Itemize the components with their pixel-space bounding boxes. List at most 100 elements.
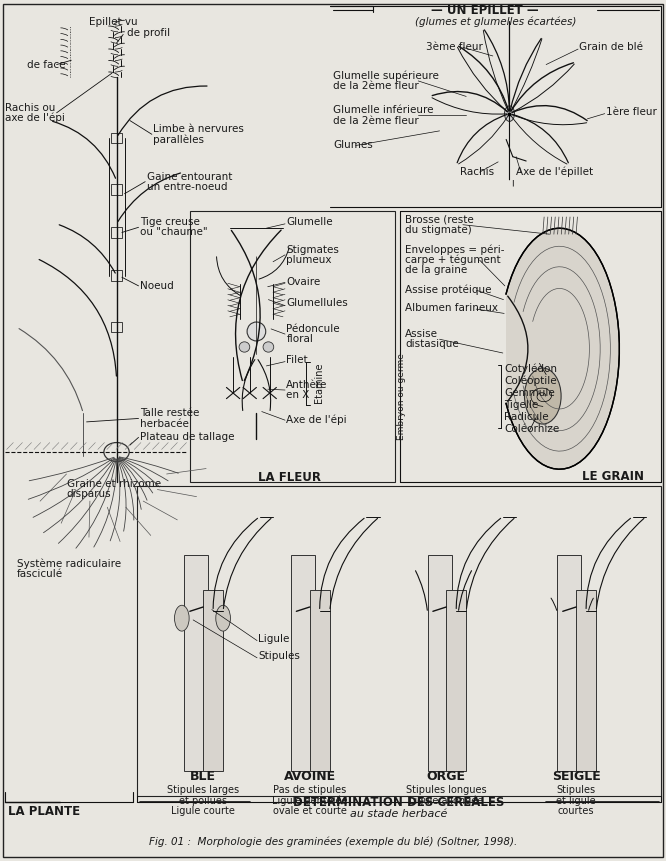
Text: en X: en X — [286, 390, 310, 400]
Ellipse shape — [174, 605, 189, 631]
Bar — [291, 555, 315, 771]
Text: AVOINE: AVOINE — [284, 770, 336, 784]
Text: Assise: Assise — [405, 329, 438, 339]
Bar — [111, 270, 122, 281]
Text: Radicule: Radicule — [504, 412, 549, 422]
Text: Rachis: Rachis — [460, 167, 494, 177]
Text: un entre-noeud: un entre-noeud — [147, 182, 227, 192]
Text: ovale et courte: ovale et courte — [273, 806, 346, 816]
Text: Ligule dentelée: Ligule dentelée — [272, 796, 348, 806]
Text: BLE: BLE — [190, 770, 216, 784]
Text: de profil: de profil — [127, 28, 170, 38]
Text: Anthère: Anthère — [286, 380, 328, 390]
Text: ORGE: ORGE — [427, 770, 466, 784]
Text: Coléoptile: Coléoptile — [504, 375, 557, 386]
Ellipse shape — [247, 322, 266, 341]
Text: Glumes: Glumes — [333, 139, 373, 150]
Text: 3ème fleur: 3ème fleur — [426, 42, 483, 53]
Text: Grain de blé: Grain de blé — [579, 42, 643, 53]
Text: Tigelle: Tigelle — [504, 400, 538, 410]
Text: et ligule: et ligule — [556, 796, 596, 806]
Bar — [428, 555, 452, 771]
Ellipse shape — [505, 106, 515, 121]
Bar — [111, 227, 122, 238]
Text: Enveloppes = péri-: Enveloppes = péri- — [405, 245, 504, 255]
Bar — [137, 486, 661, 796]
Bar — [190, 211, 395, 482]
Bar — [576, 590, 596, 771]
Text: du stigmate): du stigmate) — [405, 225, 472, 235]
Text: Stipules longues: Stipules longues — [406, 785, 487, 796]
Text: courtes: courtes — [558, 806, 594, 816]
Text: Assise protéique: Assise protéique — [405, 284, 492, 294]
Ellipse shape — [216, 605, 230, 631]
Text: axe de l'épi: axe de l'épi — [5, 113, 65, 123]
Text: Glumellules: Glumellules — [286, 298, 348, 308]
Text: 1ère fleur: 1ère fleur — [606, 107, 657, 117]
Text: Pédoncule: Pédoncule — [286, 324, 340, 334]
Text: Graine et rhizome: Graine et rhizome — [67, 479, 161, 489]
Text: au stade herbacé: au stade herbacé — [350, 808, 447, 819]
Text: Glumelle supérieure: Glumelle supérieure — [333, 71, 439, 81]
Bar — [310, 590, 330, 771]
Text: Limbe à nervures: Limbe à nervures — [153, 124, 244, 134]
Text: Plateau de tallage: Plateau de tallage — [140, 432, 234, 443]
Bar — [111, 133, 122, 143]
Text: Stigmates: Stigmates — [286, 245, 339, 255]
Text: LA FLEUR: LA FLEUR — [258, 471, 321, 485]
Text: floral: floral — [286, 334, 313, 344]
Ellipse shape — [239, 342, 250, 352]
Text: SEIGLE: SEIGLE — [551, 770, 601, 784]
PathPatch shape — [506, 228, 619, 469]
Text: Ligule: Ligule — [258, 634, 290, 644]
Text: — UN EPILLET —: — UN EPILLET — — [431, 3, 539, 17]
Ellipse shape — [263, 342, 274, 352]
Bar — [203, 590, 223, 771]
Text: distasique: distasique — [405, 339, 459, 350]
Text: Gemmule: Gemmule — [504, 387, 555, 398]
Text: Etamine: Etamine — [314, 362, 324, 404]
Text: Albumen farineux: Albumen farineux — [405, 303, 498, 313]
Text: Epillet vu: Epillet vu — [89, 16, 138, 27]
Text: DETERMINATION DES CEREALES: DETERMINATION DES CEREALES — [292, 796, 504, 809]
Text: Coléorhize: Coléorhize — [504, 424, 559, 434]
Bar — [184, 555, 208, 771]
Text: de face: de face — [27, 59, 65, 70]
Text: Gaine entourant: Gaine entourant — [147, 171, 232, 182]
Text: Glumelle: Glumelle — [286, 217, 333, 227]
Text: Ovaire: Ovaire — [286, 277, 320, 288]
Text: Ligule courte: Ligule courte — [171, 806, 235, 816]
Text: Pas de stipules: Pas de stipules — [273, 785, 346, 796]
Text: plumeux: plumeux — [286, 255, 332, 265]
Text: Axe de l'épillet: Axe de l'épillet — [516, 167, 593, 177]
Text: (glumes et glumelles écartées): (glumes et glumelles écartées) — [416, 16, 577, 27]
Text: LE GRAIN: LE GRAIN — [581, 469, 644, 483]
Text: Fig. 01 :  Morphologie des graminées (exemple du blé) (Soltner, 1998).: Fig. 01 : Morphologie des graminées (exe… — [149, 837, 517, 847]
Text: carpe + tégument: carpe + tégument — [405, 255, 501, 265]
Text: Cotylédon: Cotylédon — [504, 363, 557, 374]
Text: Axe de l'épi: Axe de l'épi — [286, 415, 347, 425]
Text: Filet: Filet — [286, 355, 308, 365]
Text: disparus: disparus — [67, 489, 111, 499]
Text: et poilues: et poilues — [179, 796, 227, 806]
Text: Tige creuse: Tige creuse — [140, 217, 200, 227]
Bar — [111, 322, 122, 332]
Text: Talle restée: Talle restée — [140, 408, 199, 418]
Bar — [557, 555, 581, 771]
Text: Noeud: Noeud — [140, 281, 174, 291]
Text: de la 2ème fleur: de la 2ème fleur — [333, 115, 419, 126]
Text: ╷: ╷ — [509, 176, 516, 186]
Text: Glumelle inférieure: Glumelle inférieure — [333, 105, 434, 115]
Text: de la graine: de la graine — [405, 265, 467, 276]
Text: Système radiculaire: Système radiculaire — [17, 559, 121, 569]
Text: herbacée: herbacée — [140, 418, 188, 429]
Text: Rachis ou: Rachis ou — [5, 102, 56, 113]
Text: Brosse (reste: Brosse (reste — [405, 214, 474, 225]
Text: fasciculé: fasciculé — [17, 569, 63, 579]
Text: Stipules: Stipules — [557, 785, 595, 796]
Bar — [111, 184, 122, 195]
Text: LA PLANTE: LA PLANTE — [8, 804, 80, 818]
Ellipse shape — [524, 369, 561, 424]
Text: Embryon ou germe: Embryon ou germe — [397, 354, 406, 440]
Text: parallèles: parallèles — [153, 134, 204, 145]
